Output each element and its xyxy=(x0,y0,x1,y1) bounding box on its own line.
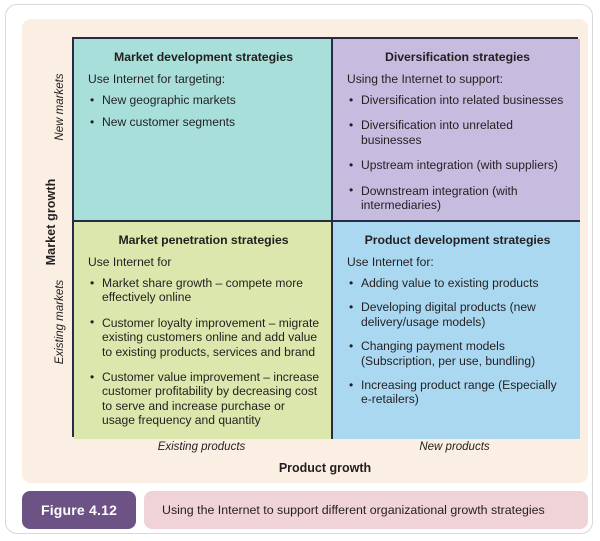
quadrant-diversification[interactable]: Diversification strategies Using the Int… xyxy=(333,39,580,222)
x-axis-title: Product growth xyxy=(278,461,372,475)
quadrant-item-list: New geographic markets New customer segm… xyxy=(86,92,321,130)
list-item: Diversification into unrelated businesse… xyxy=(349,118,570,147)
list-item: New customer segments xyxy=(90,115,321,130)
y-axis-category-existing-markets: Existing markets xyxy=(54,279,66,365)
list-item: Upstream integration (with suppliers) xyxy=(349,158,570,173)
x-axis-category-new-products: New products xyxy=(419,441,490,453)
list-item: New geographic markets xyxy=(90,92,321,107)
quadrant-market-penetration[interactable]: Market penetration strategies Use Intern… xyxy=(74,222,333,439)
ansoff-matrix-diagram: Market growth New markets Existing marke… xyxy=(22,19,588,483)
y-axis-category-new-markets: New markets xyxy=(54,73,66,141)
x-axis-category-existing-products: Existing products xyxy=(157,441,246,453)
quadrant-intro: Using the Internet to support: xyxy=(347,72,503,86)
quadrant-title: Market development strategies xyxy=(114,50,293,64)
quadrant-item-list: Adding value to existing products Develo… xyxy=(345,275,570,407)
quadrant-item-list: Diversification into related businesses … xyxy=(345,92,570,213)
list-item: Downstream integration (with intermediar… xyxy=(349,183,570,213)
figure-number-badge: Figure 4.12 xyxy=(22,491,136,529)
list-item: Customer loyalty improvement – migrate e… xyxy=(90,315,321,359)
quadrant-title: Market penetration strategies xyxy=(118,233,289,247)
figure-card: Market growth New markets Existing marke… xyxy=(5,4,593,534)
list-item: Adding value to existing products xyxy=(349,275,570,290)
list-item: Changing payment models (Subscription, p… xyxy=(349,339,570,368)
quadrant-intro: Use Internet for xyxy=(88,255,172,269)
figure-caption-bar: Using the Internet to support different … xyxy=(144,491,588,529)
figure-caption-row: Figure 4.12 Using the Internet to suppor… xyxy=(22,491,588,529)
list-item: Developing digital products (new deliver… xyxy=(349,300,570,329)
quadrant-intro: Use Internet for targeting: xyxy=(88,72,226,86)
list-item: Diversification into related businesses xyxy=(349,92,570,107)
matrix-grid: Market development strategies Use Intern… xyxy=(72,37,580,439)
quadrant-title: Diversification strategies xyxy=(385,50,530,64)
quadrant-market-development[interactable]: Market development strategies Use Intern… xyxy=(74,39,333,222)
quadrant-product-development[interactable]: Product development strategies Use Inter… xyxy=(333,222,580,439)
figure-caption-text: Using the Internet to support different … xyxy=(162,503,545,517)
list-item: Increasing product range (Especially e-r… xyxy=(349,378,570,407)
quadrant-item-list: Market share growth – compete more effec… xyxy=(86,276,321,428)
list-item: Customer value improvement – increase cu… xyxy=(90,370,321,428)
list-item: Market share growth – compete more effec… xyxy=(90,276,321,305)
quadrant-intro: Use Internet for: xyxy=(347,255,434,269)
quadrant-title: Product development strategies xyxy=(364,233,551,247)
